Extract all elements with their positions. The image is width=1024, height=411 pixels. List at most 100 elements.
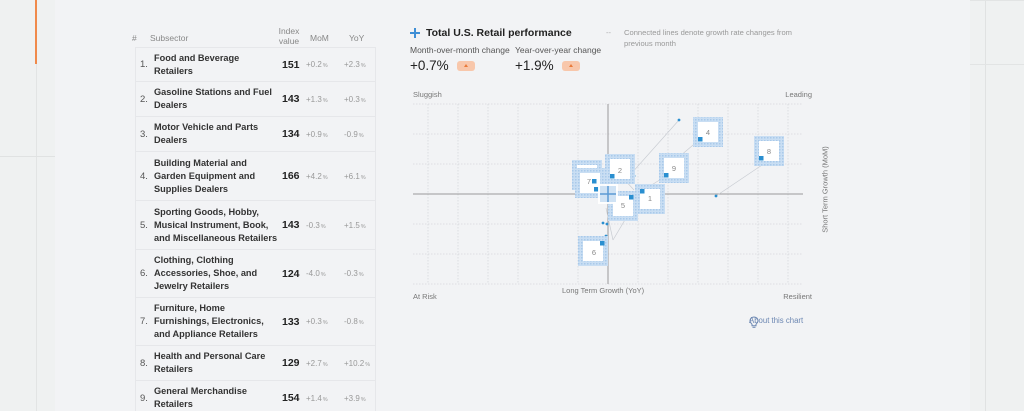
row-number: 9. <box>140 392 148 404</box>
mom-value: +0.7% <box>410 58 449 73</box>
marker-7: 7 <box>575 168 605 198</box>
row-mom: +2.7% <box>306 358 328 368</box>
row-number: 8. <box>140 357 148 369</box>
svg-text:9: 9 <box>672 164 676 173</box>
quadrant-label-sluggish: Sluggish <box>413 90 442 99</box>
row-index-value: 143 <box>282 93 300 105</box>
subsector-table: 1. Food and Beverage Retailers 151 +0.2%… <box>135 47 376 411</box>
row-subsector: Building Material and Garden Equipment a… <box>154 157 256 194</box>
row-yoy: +3.9% <box>344 393 366 403</box>
col-header-mom: MoM <box>310 33 329 43</box>
row-subsector: Health and Personal Care Retailers <box>154 351 266 374</box>
svg-text:5: 5 <box>621 201 625 210</box>
row-subsector: Food and Beverage Retailers <box>154 52 240 76</box>
row-yoy: +6.1% <box>344 171 366 181</box>
row-index-value: 133 <box>282 315 300 328</box>
table-row[interactable]: 3. Motor Vehicle and Parts Dealers 134 +… <box>136 117 375 152</box>
row-number: 5. <box>140 219 148 231</box>
table-row[interactable]: 1. Food and Beverage Retailers 151 +0.2%… <box>136 48 375 82</box>
svg-text:2: 2 <box>618 166 622 175</box>
row-subsector: Furniture, Home Furnishings, Electronics… <box>154 303 264 339</box>
rail-divider-horizontal <box>0 156 55 157</box>
chart-legend-note: -- Connected lines denote growth rate ch… <box>606 27 816 49</box>
row-number: 4. <box>140 170 148 182</box>
row-yoy: +10.2% <box>344 358 371 368</box>
row-subsector: Gasoline Stations and Fuel Dealers <box>154 87 272 110</box>
svg-text:4: 4 <box>706 128 710 137</box>
row-mom: +0.3% <box>306 317 328 326</box>
table-row[interactable]: 7. Furniture, Home Furnishings, Electron… <box>136 298 375 346</box>
row-yoy: -0.3% <box>344 269 364 278</box>
row-subsector: General Merchandise Retailers <box>154 386 247 409</box>
col-header-index: Index value <box>278 26 300 46</box>
marker-4: 4 <box>693 117 723 147</box>
col-header-subsector: Subsector <box>150 33 189 43</box>
plus-icon[interactable] <box>410 28 420 38</box>
row-yoy: +1.5% <box>344 220 366 230</box>
table-row[interactable]: 9. General Merchandise Retailers 154 +1.… <box>136 381 375 411</box>
right-rail-divider-mid <box>970 64 1024 65</box>
quadrant-label-resilient: Resilient <box>783 292 812 301</box>
row-index-value: 166 <box>282 170 300 182</box>
rail-divider <box>36 0 37 411</box>
row-number: 7. <box>140 316 148 327</box>
lightbulb-icon <box>749 316 759 328</box>
table-row[interactable]: 5. Sporting Goods, Hobby, Musical Instru… <box>136 201 375 250</box>
row-subsector: Motor Vehicle and Parts Dealers <box>154 122 259 145</box>
total-retail-crosshair-icon <box>598 184 618 204</box>
chart-plot: 3 7 2 9 <box>413 103 803 285</box>
svg-text:6: 6 <box>592 248 596 257</box>
marker-9: 9 <box>659 153 689 183</box>
yoy-value: +1.9% <box>515 58 554 73</box>
row-number: 6. <box>140 268 148 279</box>
quadrant-label-leading: Leading <box>785 90 812 99</box>
y-axis-label: Short Term Growth (MoM) <box>820 146 830 233</box>
row-mom: +0.2% <box>306 60 328 69</box>
row-number: 1. <box>140 59 148 70</box>
row-mom: -0.3% <box>306 220 326 230</box>
mom-label: Month-over-month change <box>410 45 510 55</box>
row-index-value: 151 <box>282 58 300 71</box>
right-rail-divider-top <box>970 0 1024 1</box>
row-subsector: Sporting Goods, Hobby, Musical Instrumen… <box>154 206 278 243</box>
row-yoy: +2.3% <box>344 60 366 69</box>
about-link-text: About this chart <box>749 316 804 325</box>
summary-title: Total U.S. Retail performance <box>426 27 572 39</box>
row-mom: +1.4% <box>306 393 328 403</box>
quadrant-label-at-risk: At Risk <box>413 292 437 301</box>
subsector-table-header: # Subsector Index value MoM YoY <box>132 26 378 47</box>
row-mom: +4.2% <box>306 171 328 181</box>
right-rail-divider <box>985 0 986 411</box>
row-mom: +1.3% <box>306 94 328 104</box>
marker-2: 2 <box>605 154 635 184</box>
svg-text:1: 1 <box>648 194 652 203</box>
row-index-value: 143 <box>282 219 300 231</box>
table-row[interactable]: 4. Building Material and Garden Equipmen… <box>136 152 375 201</box>
table-row[interactable]: 8. Health and Personal Care Retailers 12… <box>136 346 375 381</box>
table-row[interactable]: 2. Gasoline Stations and Fuel Dealers 14… <box>136 82 375 117</box>
svg-text:7: 7 <box>587 177 591 186</box>
about-this-chart-link[interactable]: About this chart <box>749 316 804 328</box>
rail-progress-indicator <box>35 0 37 64</box>
dashed-line-icon: -- <box>606 28 612 37</box>
row-index-value: 134 <box>282 128 300 140</box>
mom-metric: Month-over-month change +0.7% <box>410 45 510 73</box>
table-row[interactable]: 6. Clothing, Clothing Accessories, Shoe,… <box>136 250 375 298</box>
row-subsector: Clothing, Clothing Accessories, Shoe, an… <box>154 255 258 291</box>
col-header-num: # <box>132 33 137 43</box>
svg-text:8: 8 <box>767 147 771 156</box>
row-index-value: 154 <box>282 392 300 404</box>
row-index-value: 124 <box>282 267 300 280</box>
x-axis-label: Long Term Growth (YoY) <box>562 286 645 295</box>
row-mom: +0.9% <box>306 129 328 139</box>
marker-1: 1 <box>635 184 665 214</box>
up-triangle-icon <box>561 60 580 71</box>
row-number: 2. <box>140 93 148 105</box>
up-triangle-icon <box>456 60 475 71</box>
row-index-value: 129 <box>282 357 300 369</box>
row-yoy: +0.3% <box>344 94 366 104</box>
row-yoy: -0.9% <box>344 129 364 139</box>
marker-6: 6 <box>578 236 608 266</box>
quadrant-scatter-chart: Sluggish Leading At Risk Resilient Long … <box>410 80 830 310</box>
